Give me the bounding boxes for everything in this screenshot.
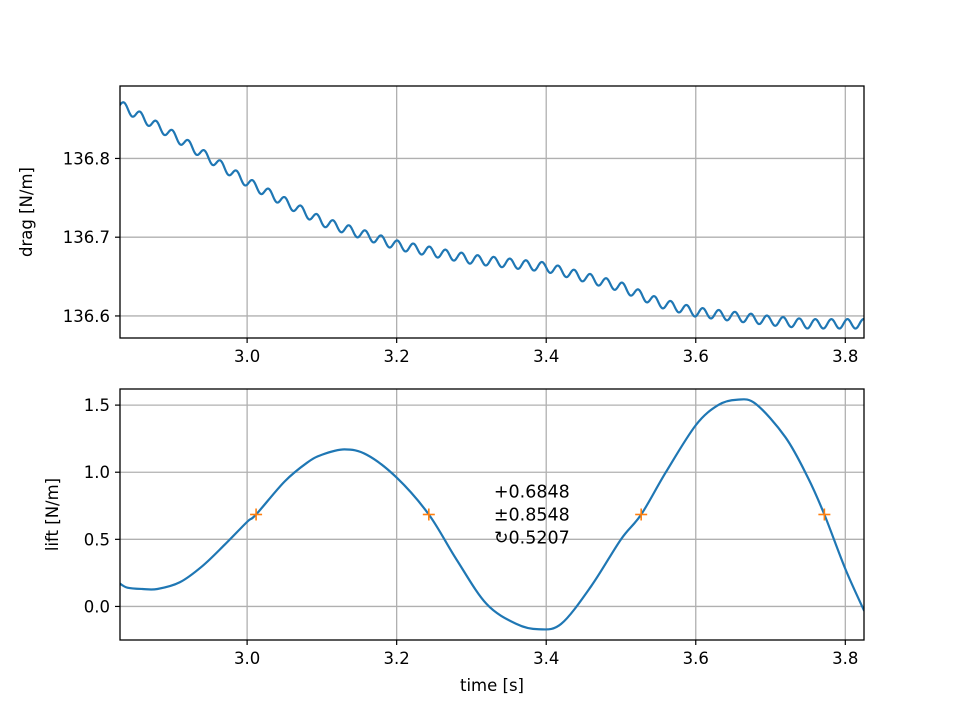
- x-tick-label: 3.2: [384, 649, 410, 668]
- y-tick-label: 136.8: [63, 149, 110, 168]
- x-tick-label: 3.4: [533, 347, 559, 366]
- x-tick-label: 3.0: [234, 347, 260, 366]
- y-tick-label: 136.6: [63, 307, 110, 326]
- x-tick-label: 3.0: [234, 649, 260, 668]
- x-tick-label: 3.8: [832, 649, 858, 668]
- y-tick-label: 0.5: [84, 530, 110, 549]
- plot-area: [120, 398, 864, 631]
- x-axis-label: time [s]: [460, 676, 524, 695]
- crossing-marker: [635, 508, 648, 521]
- lift-subplot: 3.0 3.2 3.4 3.6 3.8 0.0 0.5 1.0 1.5 lift [N/m] tim…: [43, 388, 865, 695]
- crossing-marker: [818, 508, 831, 521]
- crossing-marker: [422, 508, 435, 521]
- y-axis-label: lift [N/m]: [43, 478, 62, 551]
- stats-annotation-line: +0.6848: [494, 483, 570, 503]
- y-axis-label: drag [N/m]: [17, 167, 36, 257]
- series-line: [120, 101, 864, 330]
- stats-annotation-line: ±0.8548: [494, 506, 570, 526]
- x-tick-label: 3.6: [683, 347, 709, 366]
- axes-frame: [119, 388, 865, 641]
- plot-area: [120, 101, 864, 330]
- y-tick-label: 136.7: [63, 228, 110, 247]
- x-tick-label: 3.8: [832, 347, 858, 366]
- y-tick-label: 0.0: [84, 597, 110, 616]
- series-line: [120, 398, 864, 631]
- crossing-marker: [250, 508, 263, 521]
- drag-subplot: 3.0 3.2 3.4 3.6 3.8 136.6 136.7 136.8 drag [N/m]: [17, 85, 865, 366]
- y-tick-label: 1.0: [84, 463, 110, 482]
- x-tick-label: 3.2: [384, 347, 410, 366]
- stats-annotation-line: ↻0.5207: [494, 529, 570, 549]
- x-tick-label: 3.4: [533, 649, 559, 668]
- x-tick-label: 3.6: [683, 649, 709, 668]
- axes-frame: [119, 85, 865, 339]
- y-tick-label: 1.5: [84, 396, 110, 415]
